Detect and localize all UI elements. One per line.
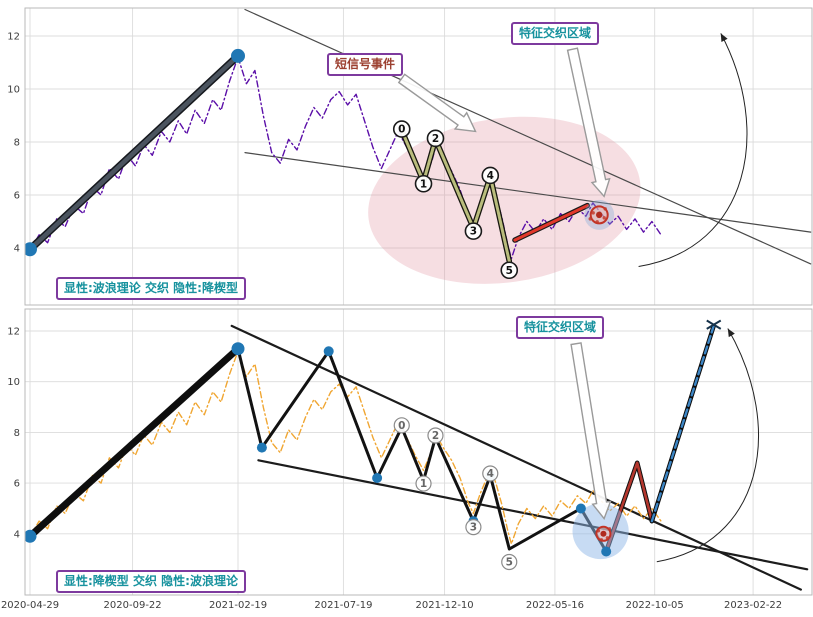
- caption-explicit-wedge-implicit-wave: 显性:降楔型 交织 隐性:波浪理论: [56, 570, 246, 593]
- interweave-target-scatter-dot: [588, 217, 592, 221]
- x-tick-label: 2023-02-22: [724, 600, 782, 611]
- short-signal-line: [513, 204, 589, 242]
- wave-number-marker-circle: [414, 174, 433, 193]
- wave-number-marker-digit: 3: [470, 226, 477, 238]
- interweave-target-scatter-dot: [607, 527, 612, 531]
- wave-number-marker-circle: [500, 261, 519, 280]
- interweave-target-scatter-dot: [591, 211, 595, 215]
- projection-arc-arrow-head: [727, 328, 735, 338]
- interweave-target-scatter-dot: [602, 216, 606, 220]
- impulse-endpoint-dot: [231, 48, 245, 63]
- x-tick-label: 2020-09-22: [104, 600, 162, 611]
- x-tick-label: 2021-12-10: [416, 600, 474, 611]
- panel-border: [24, 7, 813, 306]
- zone-callout-arrow: [570, 342, 612, 521]
- wave-number-marker-circle: [465, 519, 482, 536]
- wave-number-marker-digit: 0: [398, 124, 405, 136]
- wave-number-marker-digit: 5: [506, 557, 513, 569]
- annotation-feature-zone-bottom: 特征交织区域: [516, 316, 605, 339]
- interweave-target-dot: [596, 211, 603, 219]
- interweave-target-scatter-dot: [596, 529, 601, 533]
- target-projection-line: [650, 324, 715, 523]
- wave-number-marker-digit: 5: [506, 265, 513, 277]
- wave-number-marker-circle: [426, 129, 445, 148]
- pivot-dot-major: [231, 342, 245, 356]
- wave-number-marker-digit: 3: [470, 522, 477, 534]
- pivot-dot: [256, 442, 267, 453]
- y-tick-label: 10: [7, 377, 20, 388]
- y-tick-label: 4: [14, 529, 20, 540]
- wedge-upper-trendline: [230, 324, 803, 591]
- wave-number-marker-digit: 2: [432, 133, 439, 145]
- zone-callout-arrow: [566, 47, 611, 198]
- x-tick-label: 2021-07-19: [314, 600, 372, 611]
- projection-top-marker: [706, 319, 722, 330]
- projection-arc-arrow: [656, 328, 759, 563]
- wedge-lower-trendline: [244, 152, 812, 233]
- y-tick-label: 6: [14, 479, 20, 490]
- x-tick-label: 2022-10-05: [626, 600, 684, 611]
- interweave-target-dot: [600, 530, 607, 537]
- price-line: [29, 350, 662, 545]
- impulse-endpoint-dot: [25, 242, 37, 257]
- interweave-target-scatter-dot: [595, 220, 599, 224]
- impulse-trend-line: [26, 345, 242, 540]
- interweave-target-scatter-dot: [599, 538, 604, 542]
- wave-number-marker-circle: [393, 417, 410, 434]
- signal-callout-arrow: [397, 73, 477, 133]
- x-tick-label: 2021-02-19: [209, 600, 267, 611]
- pivot-dot: [601, 546, 612, 557]
- panel-bottom: 0 1 2 3 4 5: [25, 309, 812, 595]
- impulse-trend-line: [27, 53, 241, 252]
- annotation-short-signal-event: 短信号事件: [327, 53, 404, 76]
- wave-number-marker-digit: 0: [398, 420, 405, 432]
- wave-number-marker-digit: 4: [487, 468, 494, 480]
- wedge-upper-trendline: [244, 8, 812, 265]
- wedge-wave-line: [236, 347, 608, 553]
- projection-arc-arrow: [638, 33, 748, 267]
- x-tick-label: 2020-04-29: [1, 600, 59, 611]
- wave-number-marker-circle: [481, 166, 500, 185]
- annotation-feature-zone-top: 特征交织区域: [511, 22, 600, 45]
- projection-arc-arrow-head: [720, 33, 728, 43]
- wave-number-marker-circle: [427, 427, 444, 444]
- pivot-dot: [575, 503, 586, 514]
- wave-number-marker-circle: [464, 222, 483, 240]
- x-tick-label: 2022-05-16: [526, 600, 584, 611]
- y-tick-label: 8: [14, 138, 20, 149]
- interweave-zone-highlight: [368, 116, 641, 284]
- wave-number-marker-digit: 1: [420, 178, 427, 190]
- interweave-target-scatter-dot: [605, 536, 610, 540]
- y-tick-label: 12: [7, 327, 20, 338]
- wave-number-marker-circle: [415, 475, 432, 492]
- pivot-dot-major: [25, 529, 37, 543]
- y-tick-label: 6: [14, 191, 20, 202]
- wave-number-marker-circle: [392, 120, 411, 138]
- panel-top: 0 1 2 3 4 5: [25, 8, 812, 305]
- wave-number-marker-digit: 2: [432, 430, 439, 442]
- y-tick-label: 12: [7, 32, 20, 43]
- pivot-dot: [372, 473, 383, 483]
- panel-border: [24, 308, 813, 596]
- y-tick-label: 4: [14, 244, 20, 255]
- wave-number-marker-digit: 1: [420, 478, 427, 490]
- y-tick-label: 10: [7, 85, 20, 96]
- elliott-wave-line: [400, 128, 511, 263]
- y-tick-label: 8: [14, 428, 20, 439]
- caption-explicit-wave-implicit-wedge: 显性:波浪理论 交织 隐性:降楔型: [56, 277, 246, 300]
- wave-number-marker-circle: [482, 465, 499, 482]
- interweave-target-scatter-dot: [603, 207, 607, 211]
- pivot-dot: [323, 346, 334, 357]
- wave-number-marker-circle: [501, 553, 518, 571]
- wave-number-marker-digit: 4: [487, 170, 494, 182]
